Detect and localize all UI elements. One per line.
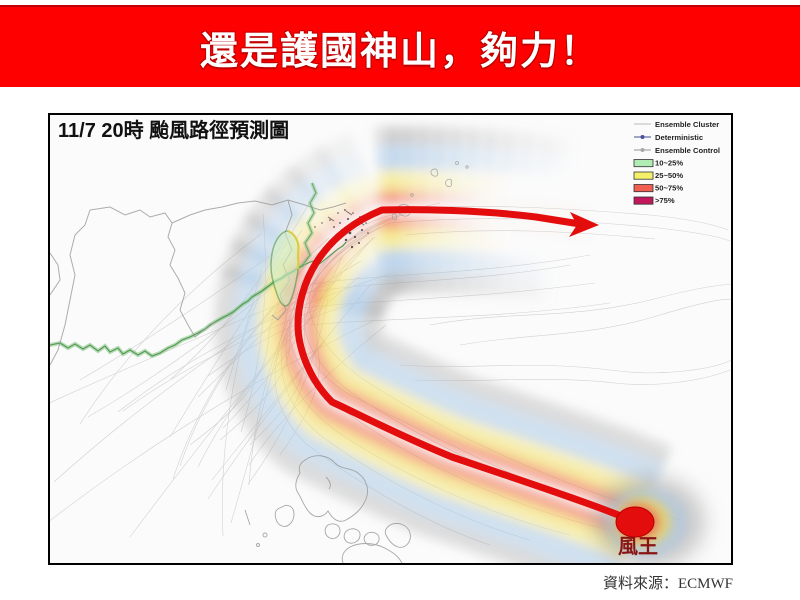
svg-text:Ensemble Cluster: Ensemble Cluster — [655, 120, 719, 129]
svg-text:Ensemble Control: Ensemble Control — [655, 146, 720, 155]
svg-text:25~50%: 25~50% — [655, 171, 683, 180]
svg-text:風王: 風王 — [618, 536, 658, 558]
svg-text:10~25%: 10~25% — [655, 159, 683, 168]
svg-text:50~75%: 50~75% — [655, 184, 683, 193]
svg-text:Deterministic: Deterministic — [655, 133, 703, 142]
svg-text:>75%: >75% — [655, 196, 675, 205]
svg-text:11/7 20時 颱風路徑預測圖: 11/7 20時 颱風路徑預測圖 — [58, 118, 289, 142]
